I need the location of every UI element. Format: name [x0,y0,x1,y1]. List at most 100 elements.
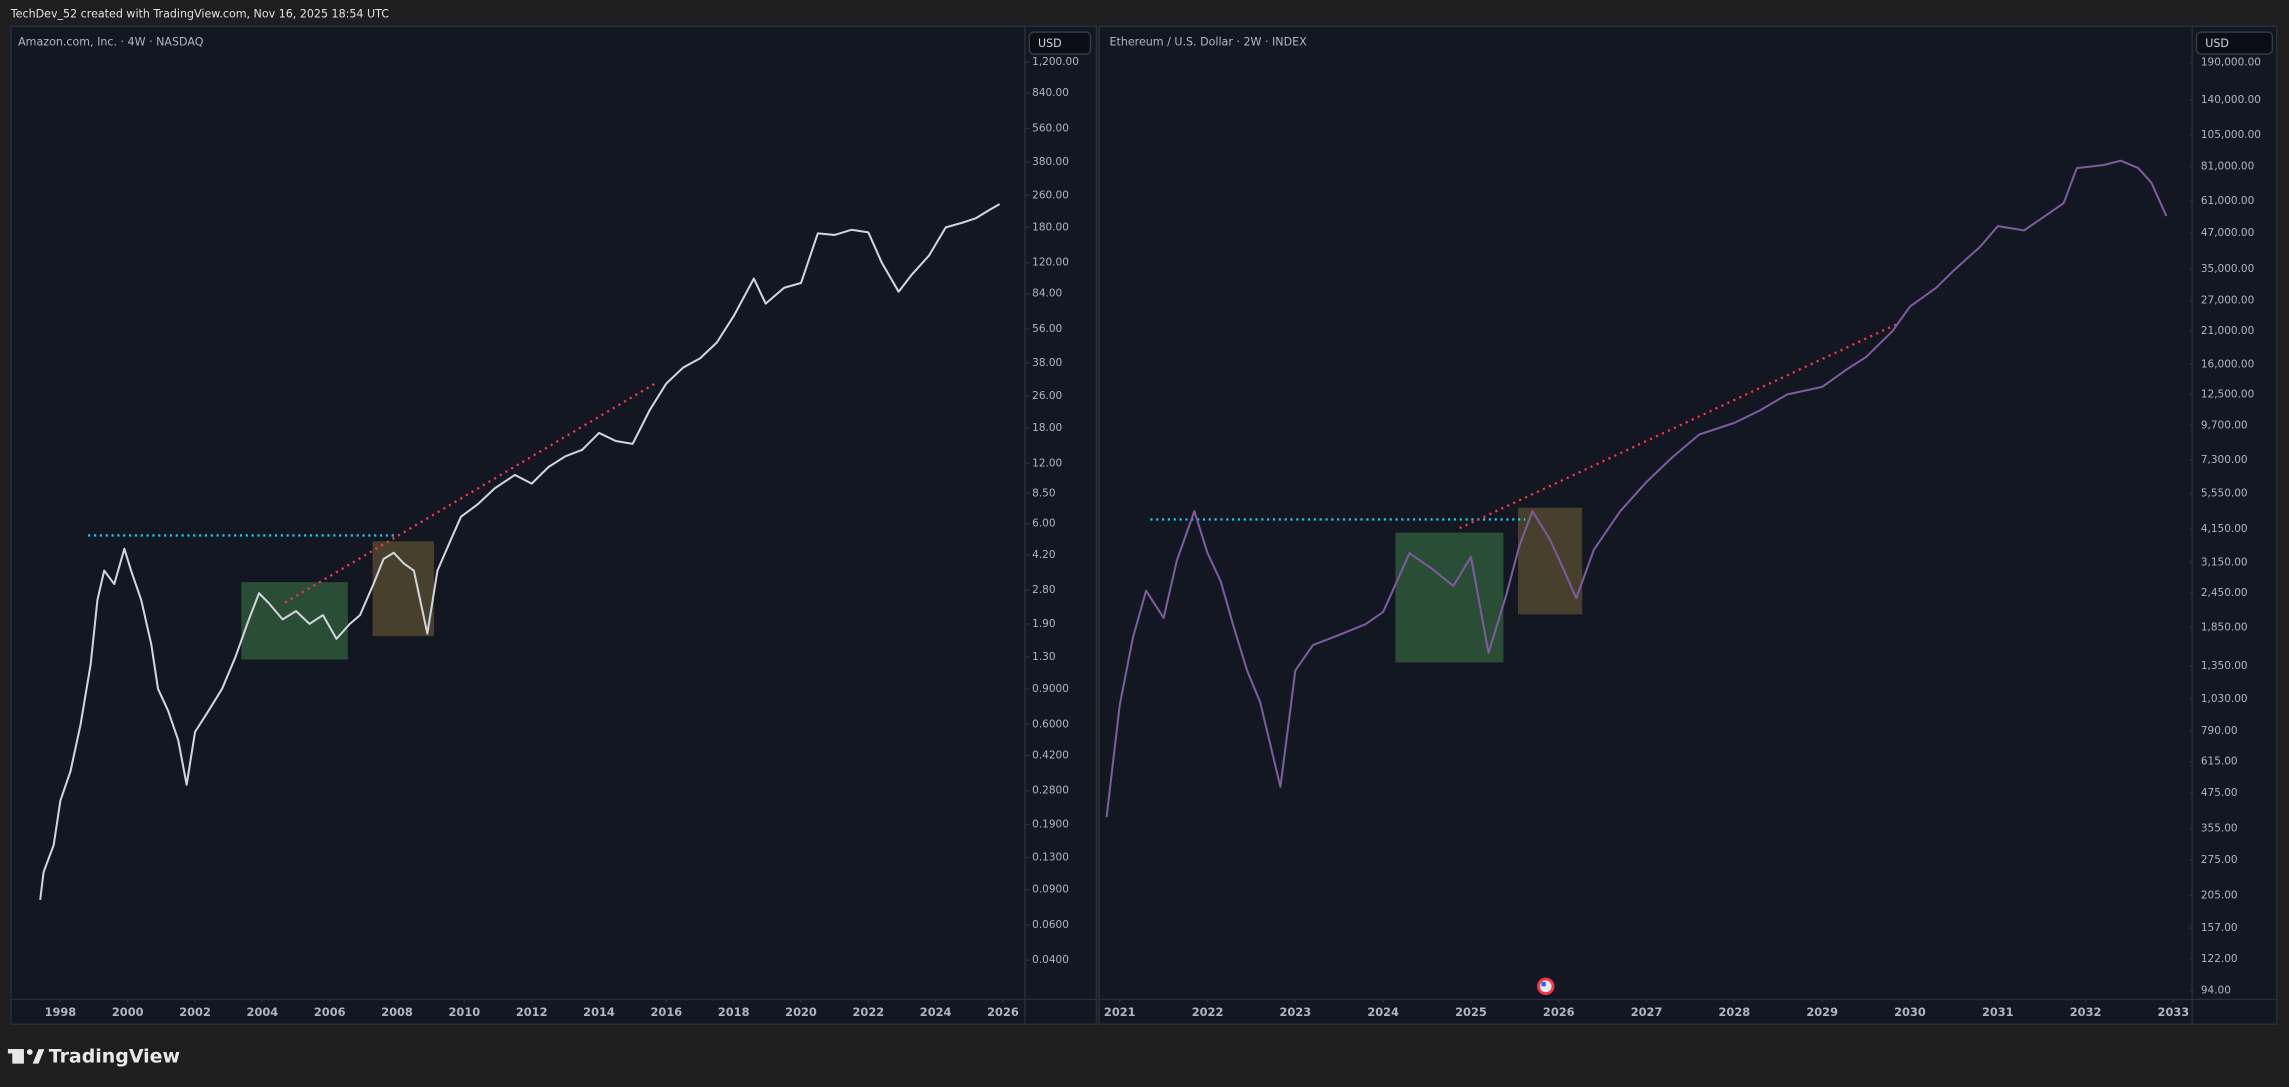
brand-logo[interactable]: TradingView [7,1046,180,1068]
y-tick-label: 4,150.00 [2201,523,2248,535]
y-tick-label: 475.00 [2201,787,2238,799]
y-tick-label: 2.80 [1032,584,1055,596]
y-tick-label: 0.6000 [1032,718,1069,730]
x-tick-label: 2010 [449,1005,481,1019]
y-tick-label: 260.00 [1032,189,1069,201]
y-tick-label: 0.4200 [1032,749,1069,761]
y-tick-label: 61,000.00 [2201,195,2254,207]
y-tick-label: 0.0600 [1032,919,1069,931]
y-tick-label: 4.20 [1032,549,1055,561]
x-tick-label: 2000 [112,1005,144,1019]
x-tick-label: 2031 [1982,1005,2014,1019]
x-tick-label: 2018 [718,1005,750,1019]
y-tick-label: 380.00 [1032,156,1069,168]
y-tick-label: 26.00 [1032,390,1062,402]
x-tick-label: 2004 [247,1005,279,1019]
x-tick-label: 2033 [2158,1005,2190,1019]
y-tick-label: 0.0900 [1032,884,1069,896]
y-tick-label: 790.00 [2201,725,2238,737]
x-tick-label: 2023 [1280,1005,1312,1019]
x-tick-label: 2024 [1367,1005,1399,1019]
y-tick-label: 8.50 [1032,487,1055,499]
x-tick-label: 2024 [920,1005,952,1019]
x-tick-label: 2006 [314,1005,346,1019]
x-tick-label: 1998 [45,1005,77,1019]
x-tick-label: 2008 [381,1005,413,1019]
y-tick-label: 1,850.00 [2201,621,2248,633]
y-tick-label: 5,550.00 [2201,487,2248,499]
x-tick-label: 2002 [179,1005,211,1019]
x-tick-label: 2012 [516,1005,548,1019]
brand-name: TradingView [49,1046,180,1068]
y-tick-label: 0.0400 [1032,954,1069,966]
y-tick-label: 12.00 [1032,457,1062,469]
y-tick-label: 9,700.00 [2201,419,2248,431]
y-tick-label: 1,030.00 [2201,693,2248,705]
panel [1098,25,2278,1025]
y-tick-label: 0.1900 [1032,818,1069,830]
y-tick-label: 56.00 [1032,323,1062,335]
x-tick-label: 2028 [1719,1005,1751,1019]
y-tick-label: 560.00 [1032,122,1069,134]
y-tick-label: 94.00 [2201,985,2231,997]
logo-part [32,1049,45,1064]
x-tick-label: 2027 [1631,1005,1663,1019]
logo-part [7,1049,20,1054]
y-tick-label: 7,300.00 [2201,454,2248,466]
x-tick-label: 2020 [785,1005,817,1019]
panel [10,25,1098,1025]
y-tick-label: 3,150.00 [2201,557,2248,569]
x-tick-label: 2016 [651,1005,683,1019]
y-tick-label: 205.00 [2201,890,2238,902]
x-tick-label: 2022 [1192,1005,1224,1019]
y-tick-label: 1.90 [1032,618,1055,630]
y-tick-label: 47,000.00 [2201,227,2254,239]
y-tick-label: 105,000.00 [2201,129,2261,141]
y-tick-label: 355.00 [2201,823,2238,835]
y-tick-label: 81,000.00 [2201,161,2254,173]
marks: 1,200.00 840.00 560.00 380.00 260.00 180.00 12… [39,56,2261,1019]
y-tick-label: 1,200.00 [1032,56,1079,68]
currency-label: USD [1038,37,1062,50]
x-tick-label: 2029 [1806,1005,1838,1019]
y-tick-label: 38.00 [1032,357,1062,369]
y-tick-label: 0.2800 [1032,785,1069,797]
x-tick-label: 2025 [1455,1005,1487,1019]
y-tick-label: 84.00 [1032,288,1062,300]
x-tick-label: 2021 [1104,1005,1136,1019]
y-tick-label: 6.00 [1032,518,1055,530]
logo-part [12,1049,24,1064]
y-tick-label: 0.9000 [1032,683,1069,695]
y-tick-label: 35,000.00 [2201,263,2254,275]
y-tick-label: 0.1300 [1032,852,1069,864]
y-tick-label: 157.00 [2201,922,2238,934]
y-tick-label: 16,000.00 [2201,358,2254,370]
x-tick-label: 2030 [1894,1005,1926,1019]
y-tick-label: 12,500.00 [2201,388,2254,400]
event-icon-flag [1541,981,1546,987]
y-tick-label: 21,000.00 [2201,325,2254,337]
x-tick-label: 2022 [852,1005,884,1019]
y-tick-label: 275.00 [2201,854,2238,866]
chart-title: Ethereum / U.S. Dollar · 2W · INDEX [1109,35,1307,48]
price-line [1105,159,2168,818]
y-tick-label: 120.00 [1032,257,1069,269]
x-tick-label: 2032 [2070,1005,2102,1019]
y-tick-label: 122.00 [2201,953,2238,965]
y-tick-label: 27,000.00 [2201,295,2254,307]
y-tick-label: 1.30 [1032,651,1055,663]
currency-button[interactable] [2195,31,2274,55]
highlight-box [1518,507,1583,615]
x-tick-label: 2026 [987,1005,1019,1019]
y-tick-label: 18.00 [1032,422,1062,434]
currency-label: USD [2205,37,2229,50]
y-tick-label: 1,350.00 [2201,660,2248,672]
currency-button[interactable] [1028,31,1092,55]
logo-part [26,1049,33,1055]
chart-title: Amazon.com, Inc. · 4W · NASDAQ [18,35,204,48]
x-tick-label: 2026 [1543,1005,1575,1019]
y-tick-label: 2,450.00 [2201,587,2248,599]
x-tick-label: 2014 [583,1005,615,1019]
